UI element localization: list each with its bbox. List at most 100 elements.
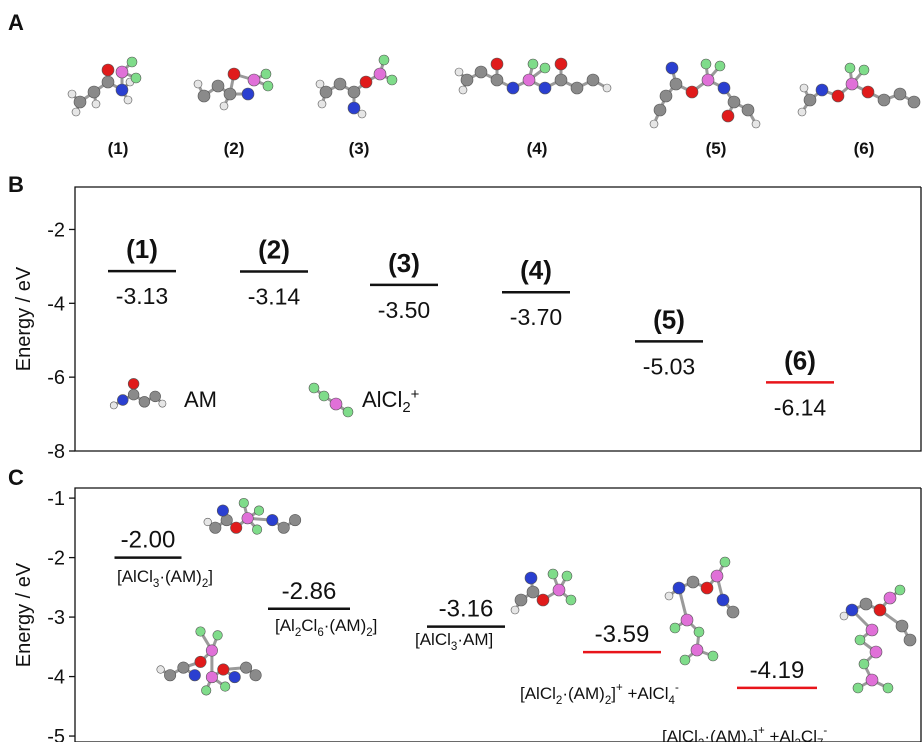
y-axis-label: Energy / eV xyxy=(13,562,35,667)
atom xyxy=(278,522,289,533)
atom xyxy=(157,666,165,674)
atom xyxy=(198,90,210,102)
atom xyxy=(859,65,869,75)
page: { "panels": ["A", "B", "C"], "structure_… xyxy=(0,0,922,742)
atom xyxy=(840,612,848,620)
atom xyxy=(866,674,878,686)
molecule xyxy=(798,63,920,116)
atom xyxy=(159,400,166,407)
atom xyxy=(309,383,319,393)
atom xyxy=(728,96,740,108)
atom xyxy=(131,73,141,83)
panel-letter: C xyxy=(8,465,24,490)
atom xyxy=(220,682,230,692)
level-label: (3) xyxy=(388,248,420,278)
structure-label: (2) xyxy=(224,139,245,158)
value-label: -3.59 xyxy=(595,621,650,648)
molecule xyxy=(665,557,739,665)
atom xyxy=(224,88,236,100)
atom xyxy=(491,74,503,86)
value-label: -3.13 xyxy=(116,283,168,309)
atom xyxy=(670,78,682,90)
atom xyxy=(92,100,100,108)
level-label: [Al2Cl6·(AM)2] xyxy=(275,616,377,639)
atom xyxy=(218,664,229,675)
value-label: -3.16 xyxy=(439,596,494,623)
atom xyxy=(804,94,816,106)
atom xyxy=(553,584,565,596)
atom xyxy=(896,620,908,632)
atom xyxy=(562,571,572,581)
structure-label: (4) xyxy=(527,139,548,158)
value-label: -4.19 xyxy=(750,657,805,684)
atom xyxy=(539,82,551,94)
atom xyxy=(88,86,100,98)
atom xyxy=(139,396,150,407)
molecule xyxy=(68,57,141,116)
atom xyxy=(566,595,576,605)
atom xyxy=(319,391,329,401)
panel-letter: B xyxy=(8,172,24,197)
atom xyxy=(711,570,723,582)
atom xyxy=(204,518,212,526)
atom xyxy=(527,586,539,598)
molecule xyxy=(194,68,273,110)
atom xyxy=(459,86,467,94)
level-label: [AlCl2·(AM)2]+ +AlCl4- xyxy=(520,682,679,707)
value-label: -3.70 xyxy=(510,304,562,330)
atom xyxy=(116,84,128,96)
atom xyxy=(571,82,583,94)
atom xyxy=(68,90,76,98)
molecule xyxy=(157,627,262,695)
atom xyxy=(128,378,139,389)
atom xyxy=(240,662,251,673)
atom xyxy=(110,402,117,409)
y-tick-label: -5 xyxy=(47,726,65,742)
atom xyxy=(102,76,114,88)
level-label: [AlCl3·(AM)2] xyxy=(117,567,213,590)
atom xyxy=(318,100,326,108)
structure-label: (5) xyxy=(706,139,727,158)
atom xyxy=(717,594,729,606)
atom xyxy=(261,69,271,79)
atom xyxy=(128,389,139,400)
atom xyxy=(74,96,86,108)
atom xyxy=(358,110,366,118)
atom xyxy=(334,78,346,90)
atom xyxy=(884,592,896,604)
y-tick-label: -2 xyxy=(47,219,65,241)
atom xyxy=(242,88,254,100)
atom xyxy=(742,104,754,116)
atom xyxy=(752,120,760,128)
atom xyxy=(164,670,175,681)
atom xyxy=(212,80,224,92)
atom xyxy=(687,576,699,588)
atom xyxy=(548,569,558,579)
atom xyxy=(853,683,863,693)
atom xyxy=(894,88,906,100)
atom xyxy=(217,505,228,516)
atom xyxy=(816,84,828,96)
y-tick-label: -6 xyxy=(47,367,65,389)
atom xyxy=(715,61,725,71)
atom xyxy=(231,522,242,533)
atom xyxy=(195,656,206,667)
y-tick-label: -3 xyxy=(47,607,65,629)
atom xyxy=(343,407,353,417)
atom xyxy=(555,74,567,86)
molecule xyxy=(316,55,397,118)
atom xyxy=(680,655,690,665)
level-label: [AlCl2·(AM)2]+ +Al2Cl7- xyxy=(662,725,827,742)
atom xyxy=(348,86,360,98)
atom xyxy=(722,110,734,122)
atom xyxy=(254,506,264,515)
atom xyxy=(263,81,273,91)
atom xyxy=(455,68,463,76)
atom xyxy=(845,63,855,73)
atom xyxy=(523,74,535,86)
atom xyxy=(248,74,260,86)
atom xyxy=(475,66,487,78)
atom xyxy=(252,525,262,535)
atom xyxy=(511,606,519,614)
atom xyxy=(242,513,253,524)
